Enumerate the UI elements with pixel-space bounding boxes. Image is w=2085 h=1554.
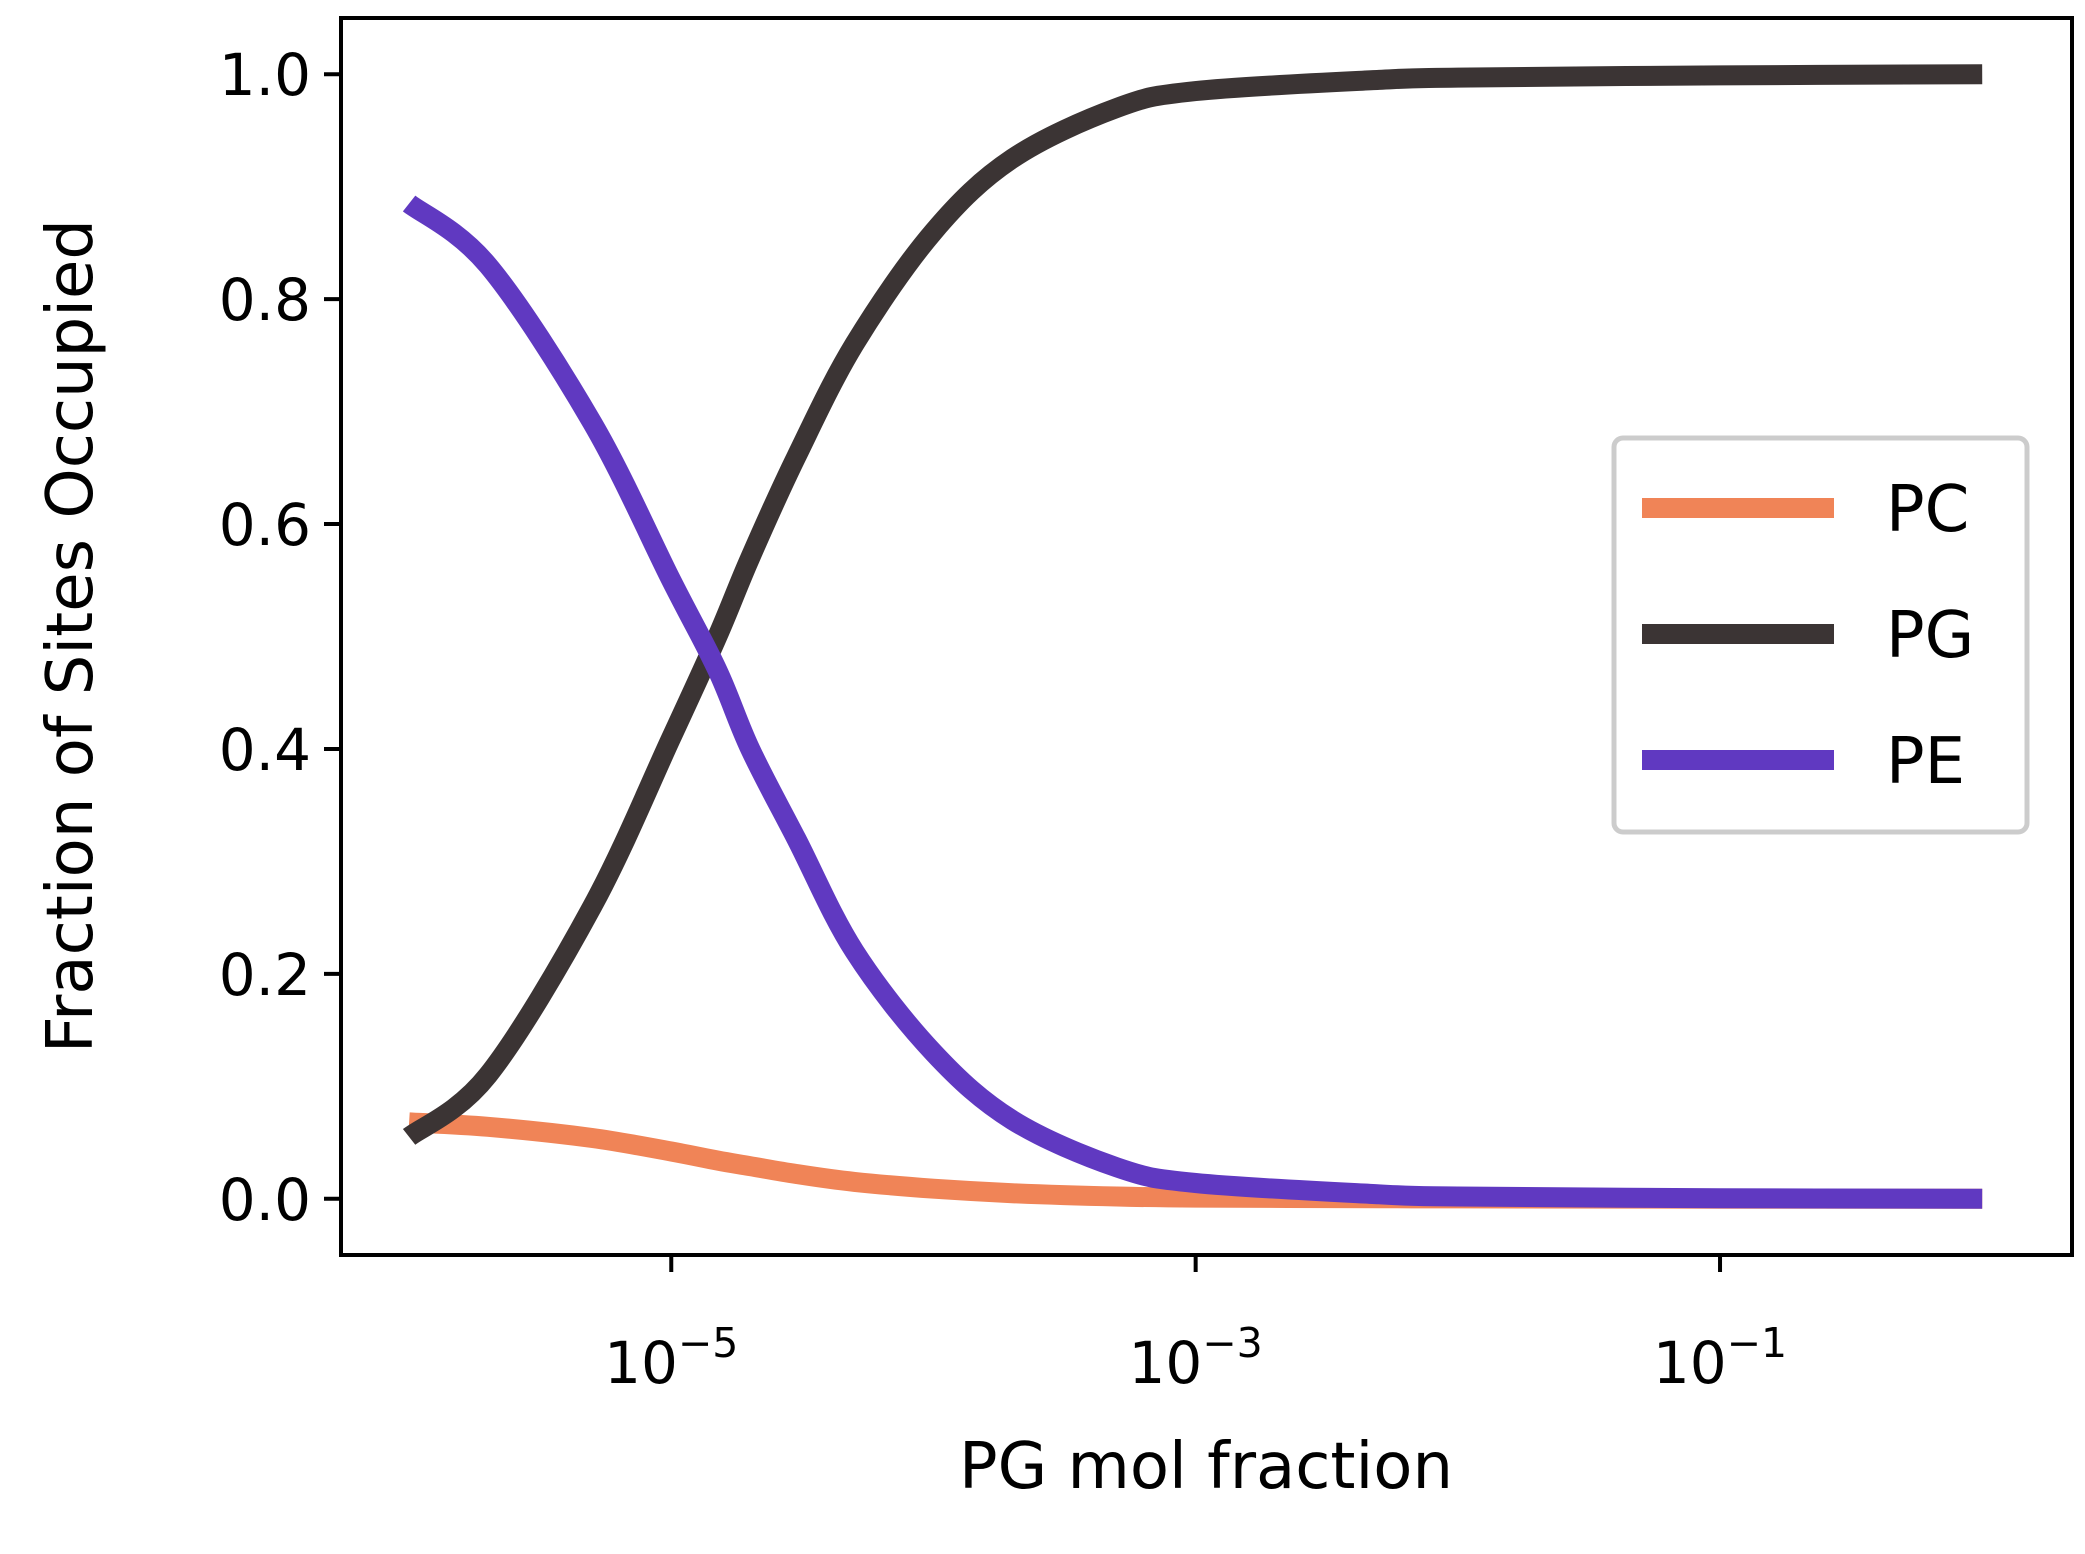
y-tick-label: 0.2 (219, 941, 311, 1009)
legend-label-pg: PG (1886, 599, 1974, 673)
x-axis-ticks: 10−5 10−3 10−1 (604, 1255, 1787, 1397)
plot-lines (402, 64, 1983, 1209)
legend-label-pc: PC (1886, 473, 1969, 547)
legend: PC PG PE (1611, 435, 2030, 835)
y-tick-label: 0.8 (219, 266, 311, 334)
series-line-pe (402, 195, 1983, 1209)
y-tick-label: 0.0 (219, 1166, 311, 1234)
y-tick-label: 0.6 (219, 491, 311, 559)
y-axis-label: Fraction of Sites Occupied (34, 219, 108, 1053)
legend-label-pe: PE (1886, 725, 1965, 799)
x-axis-label: PG mol fraction (959, 1430, 1453, 1504)
x-tick-label: 10−5 (604, 1319, 738, 1397)
x-tick-label: 10−1 (1653, 1319, 1787, 1397)
legend-items: PC PG PE (1642, 473, 1974, 799)
y-tick-label: 1.0 (219, 41, 311, 109)
y-axis-ticks: 0.0 0.2 0.4 0.6 0.8 1.0 (219, 41, 341, 1234)
plot-frame (339, 16, 2074, 1257)
series-line-pg (402, 64, 1983, 1146)
y-tick-label: 0.4 (219, 716, 311, 784)
x-tick-label: 10−3 (1129, 1319, 1263, 1397)
